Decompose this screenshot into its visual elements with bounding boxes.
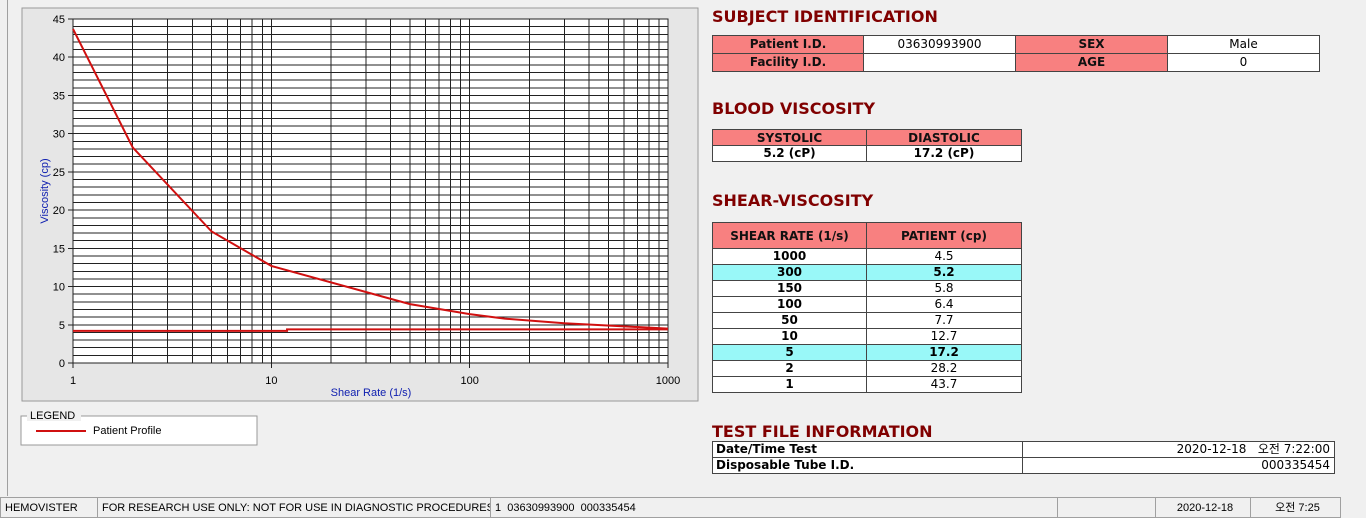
header-cell: PATIENT (cp) — [866, 222, 1022, 249]
value-cell — [863, 53, 1016, 72]
x-tick-label: 100 — [460, 375, 478, 387]
value-cell: 2020-12-18 오전 7:22:00 — [1022, 441, 1335, 458]
label-cell: SEX — [1015, 35, 1168, 54]
y-tick-label: 0 — [59, 358, 65, 370]
test-file-title: TEST FILE INFORMATION — [712, 422, 933, 441]
legend-title-bg — [27, 409, 81, 421]
y-tick-label: 20 — [53, 205, 65, 217]
y-axis-label: Viscosity (cp) — [39, 158, 51, 223]
value-cell: 17.2 (cP) — [866, 145, 1022, 162]
value-cell: 43.7 — [866, 376, 1022, 393]
value-cell: 5.8 — [866, 280, 1022, 297]
value-cell: 4.5 — [866, 248, 1022, 265]
rate-cell: 1 — [712, 376, 867, 393]
plot-border — [72, 18, 669, 364]
rate-cell: 1000 — [712, 248, 867, 265]
x-axis-label: Shear Rate (1/s) — [331, 387, 412, 399]
value-cell: 7.7 — [866, 312, 1022, 329]
rate-cell: 10 — [712, 328, 867, 345]
label-cell: AGE — [1015, 53, 1168, 72]
value-cell: Male — [1167, 35, 1320, 54]
status-app: HEMOVISTER — [0, 497, 98, 518]
series-line — [72, 28, 669, 330]
header-cell: DIASTOLIC — [866, 129, 1022, 146]
left-edge — [0, 0, 8, 496]
header-cell: SHEAR RATE (1/s) — [712, 222, 867, 249]
value-cell: 12.7 — [866, 328, 1022, 345]
subject-title: SUBJECT IDENTIFICATION — [712, 7, 938, 26]
rate-cell: 5 — [712, 344, 867, 361]
status-empty — [1057, 497, 1156, 518]
rate-cell: 100 — [712, 296, 867, 313]
rate-cell: 150 — [712, 280, 867, 297]
value-cell: 28.2 — [866, 360, 1022, 377]
label-cell: Patient I.D. — [712, 35, 864, 54]
status-notice: FOR RESEARCH USE ONLY: NOT FOR USE IN DI… — [97, 497, 491, 518]
x-tick-label: 1000 — [656, 375, 680, 387]
rate-cell: 300 — [712, 264, 867, 281]
label-cell: Facility I.D. — [712, 53, 864, 72]
y-tick-label: 35 — [53, 90, 65, 102]
status-date: 2020-12-18 — [1155, 497, 1251, 518]
y-tick-label: 5 — [59, 320, 65, 332]
legend-entry: Patient Profile — [93, 425, 161, 437]
value-cell: 0 — [1167, 53, 1320, 72]
y-tick-label: 25 — [53, 167, 65, 179]
x-tick-label: 1 — [70, 375, 76, 387]
value-cell: 000335454 — [1022, 457, 1335, 474]
status-time: 오전 7:25 — [1250, 497, 1341, 518]
header-cell: SYSTOLIC — [712, 129, 867, 146]
chart: Shear Rate (1/s) Viscosity (cp) LEGEND P… — [20, 7, 699, 446]
value-cell: 5.2 — [866, 264, 1022, 281]
plot-area — [73, 19, 668, 363]
status-file: 1 03630993900 000335454 — [490, 497, 1058, 518]
label-cell: Date/Time Test — [712, 441, 1023, 458]
rate-cell: 50 — [712, 312, 867, 329]
series-line — [73, 328, 668, 332]
x-tick-label: 10 — [265, 375, 277, 387]
y-tick-label: 45 — [53, 14, 65, 26]
value-cell: 5.2 (cP) — [712, 145, 867, 162]
rate-cell: 2 — [712, 360, 867, 377]
value-cell: 03630993900 — [863, 35, 1016, 54]
y-tick-label: 30 — [53, 129, 65, 141]
label-cell: Disposable Tube I.D. — [712, 457, 1023, 474]
y-tick-label: 10 — [53, 282, 65, 294]
y-tick-label: 40 — [53, 52, 65, 64]
shear-title: SHEAR-VISCOSITY — [712, 191, 874, 210]
blood-title: BLOOD VISCOSITY — [712, 99, 876, 118]
y-tick-label: 15 — [53, 243, 65, 255]
value-cell: 17.2 — [866, 344, 1022, 361]
legend-title: LEGEND — [30, 410, 75, 422]
value-cell: 6.4 — [866, 296, 1022, 313]
